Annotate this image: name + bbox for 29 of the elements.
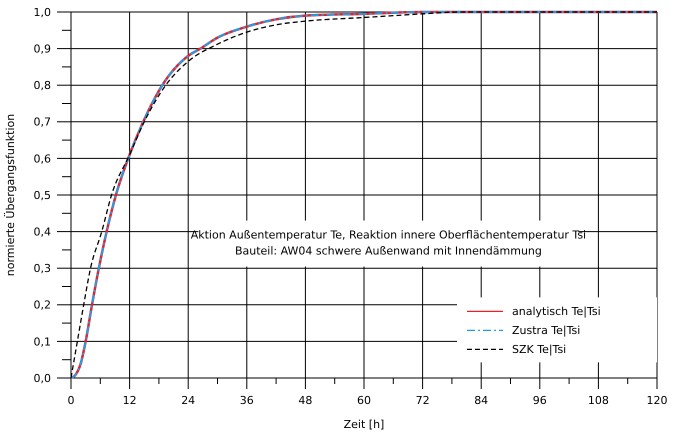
x-tick-label: 0 [68,394,74,407]
y-tick-label: 0,6 [34,152,51,166]
x-tick-label: 24 [181,394,196,407]
y-tick-label: 0,3 [34,262,51,276]
y-tick-label: 0,2 [34,298,51,312]
y-tick-label: 0,4 [34,225,51,238]
x-tick-label: 60 [357,394,371,407]
legend-label: analytisch Te|Tsi [512,305,601,318]
x-tick-label: 96 [532,394,547,407]
x-tick-label: 12 [122,394,137,407]
y-axis-title: normierte Übergangsfunktion [3,114,17,276]
y-tick-label: 0,7 [34,116,51,129]
y-tick-label: 0,5 [34,188,51,202]
y-tick-label: 1,0 [34,6,51,19]
legend-label: SZK Te|Tsi [512,343,566,356]
y-tick-label: 0,8 [34,79,51,92]
y-tick-label: 0,9 [34,42,51,56]
x-tick-label: 72 [416,394,430,407]
y-tick-label: 0,1 [34,335,51,348]
legend-label: Zustra Te|Tsi [512,324,580,338]
annotation: Aktion Außentemperatur Te, Reaktion innere Oberflächentemperatur Tsi [190,228,586,242]
x-tick-label: 120 [646,394,668,407]
x-tick-label: 36 [240,394,254,407]
y-tick-label: 0,0 [34,372,51,385]
x-tick-label: 84 [474,394,488,407]
x-axis-title: Zeit [h] [344,418,384,431]
annotation: Bauteil: AW04 schwere Außenwand mit Innendämmung [234,244,542,258]
x-tick-label: 108 [588,394,609,407]
x-tick-label: 48 [298,394,312,407]
